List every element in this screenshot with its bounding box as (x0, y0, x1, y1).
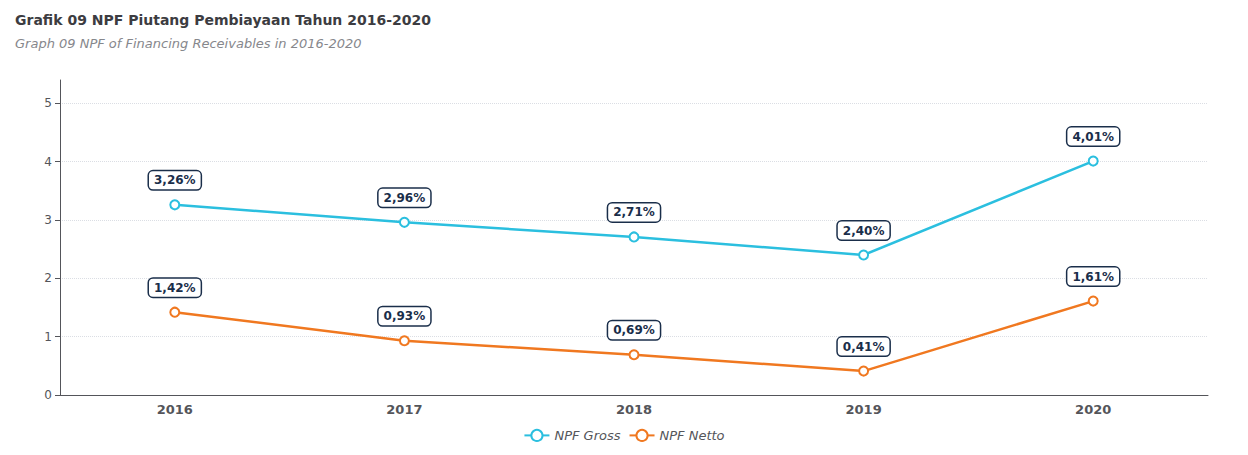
svg-text:5: 5 (44, 96, 52, 110)
svg-text:2016: 2016 (157, 402, 193, 417)
svg-text:4,01%: 4,01% (1072, 130, 1114, 144)
svg-text:2,71%: 2,71% (613, 205, 655, 219)
svg-text:4: 4 (44, 155, 52, 169)
svg-text:2,96%: 2,96% (384, 191, 426, 205)
svg-text:2020: 2020 (1075, 402, 1111, 417)
svg-text:0: 0 (44, 388, 52, 402)
svg-text:1,61%: 1,61% (1072, 270, 1114, 284)
svg-text:Grafik 09 NPF Piutang Pembiaya: Grafik 09 NPF Piutang Pembiayaan Tahun 2… (15, 12, 431, 28)
svg-text:2: 2 (44, 271, 52, 285)
svg-text:Graph 09 NPF of Financing Rece: Graph 09 NPF of Financing Receivables in… (15, 36, 362, 51)
svg-text:2017: 2017 (386, 402, 422, 417)
svg-text:3,26%: 3,26% (154, 173, 196, 187)
svg-text:3: 3 (44, 213, 52, 227)
svg-text:1,42%: 1,42% (154, 281, 196, 295)
svg-text:0,69%: 0,69% (613, 323, 655, 337)
svg-text:0,41%: 0,41% (843, 340, 885, 354)
svg-text:2019: 2019 (846, 402, 882, 417)
svg-text:1: 1 (44, 330, 52, 344)
svg-text:NPF Netto: NPF Netto (660, 428, 725, 443)
svg-text:0,93%: 0,93% (384, 309, 426, 323)
svg-text:2,40%: 2,40% (843, 224, 885, 238)
svg-text:NPF Gross: NPF Gross (554, 428, 620, 443)
svg-text:2018: 2018 (616, 402, 652, 417)
